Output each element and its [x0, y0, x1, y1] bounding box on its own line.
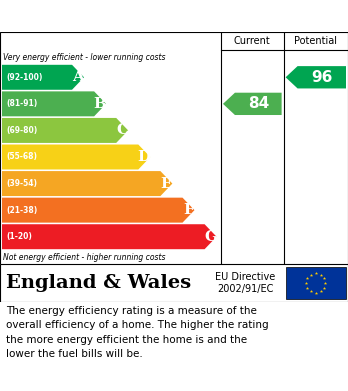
Text: 96: 96 [311, 70, 332, 85]
Text: A: A [72, 70, 84, 84]
Text: (39-54): (39-54) [6, 179, 37, 188]
Text: (92-100): (92-100) [6, 73, 42, 82]
Text: Not energy efficient - higher running costs: Not energy efficient - higher running co… [3, 253, 166, 262]
Text: 84: 84 [248, 96, 269, 111]
Text: (1-20): (1-20) [6, 232, 32, 241]
Text: B: B [94, 97, 106, 111]
Text: (21-38): (21-38) [6, 206, 37, 215]
Polygon shape [2, 171, 172, 196]
Text: (81-91): (81-91) [6, 99, 37, 108]
Text: Very energy efficient - lower running costs: Very energy efficient - lower running co… [3, 52, 166, 61]
Text: E: E [160, 177, 172, 190]
Text: Potential: Potential [294, 36, 337, 46]
Polygon shape [2, 145, 150, 169]
Polygon shape [223, 93, 282, 115]
Text: (55-68): (55-68) [6, 152, 37, 161]
Polygon shape [2, 198, 195, 222]
Text: Energy Efficiency Rating: Energy Efficiency Rating [9, 7, 238, 25]
Text: (69-80): (69-80) [6, 126, 37, 135]
Text: EU Directive
2002/91/EC: EU Directive 2002/91/EC [215, 272, 276, 294]
Polygon shape [2, 65, 84, 90]
Polygon shape [2, 91, 106, 117]
Text: England & Wales: England & Wales [6, 274, 191, 292]
Text: C: C [116, 124, 128, 137]
Polygon shape [2, 118, 128, 143]
Text: Current: Current [234, 36, 271, 46]
Text: D: D [138, 150, 151, 164]
Text: G: G [204, 230, 217, 244]
Bar [286, 267, 346, 299]
Text: The energy efficiency rating is a measure of the
overall efficiency of a home. T: The energy efficiency rating is a measur… [6, 306, 269, 359]
Polygon shape [286, 66, 346, 88]
Text: F: F [183, 203, 194, 217]
Polygon shape [2, 224, 216, 249]
